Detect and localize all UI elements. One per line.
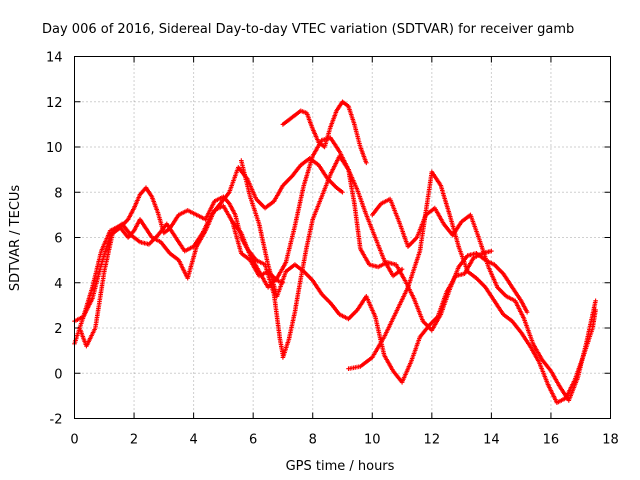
data-points xyxy=(72,99,598,405)
x-tick-label: 0 xyxy=(70,433,78,448)
y-tick-label: 12 xyxy=(46,96,63,111)
y-tick-label: 0 xyxy=(54,367,62,382)
data-point xyxy=(364,160,369,166)
x-tick-label: 4 xyxy=(189,433,197,448)
chart-title: Day 006 of 2016, Sidereal Day-to-day VTE… xyxy=(42,22,574,37)
data-point xyxy=(593,298,598,304)
x-axis-label: GPS time / hours xyxy=(286,459,395,474)
series-trace-6 xyxy=(280,99,369,166)
x-tick-label: 10 xyxy=(364,433,381,448)
axis-tick-labels: 0 2 4 6 8 10 12 14 16 18 -2 0 2 4 6 8 10 12 14 xyxy=(46,51,619,448)
x-tick-label: 2 xyxy=(130,433,138,448)
x-tick-label: 16 xyxy=(543,433,560,448)
y-tick-label: 4 xyxy=(54,277,62,292)
y-tick-label: 8 xyxy=(54,186,62,201)
y-tick-label: -2 xyxy=(50,413,63,428)
series-trace-8 xyxy=(346,169,598,405)
y-tick-label: 10 xyxy=(46,141,63,156)
series-trace-7 xyxy=(280,153,530,360)
x-tick-label: 18 xyxy=(602,433,619,448)
x-tick-label: 6 xyxy=(249,433,257,448)
data-point xyxy=(489,248,494,254)
y-tick-label: 2 xyxy=(54,322,62,337)
series-trace-9 xyxy=(370,196,598,403)
x-tick-label: 14 xyxy=(483,433,500,448)
data-point xyxy=(524,309,530,315)
data-point xyxy=(340,189,345,195)
y-tick-label: 14 xyxy=(46,51,63,66)
x-tick-label: 12 xyxy=(424,433,441,448)
y-axis-label: SDTVAR / TECUs xyxy=(8,185,23,292)
x-tick-label: 8 xyxy=(309,433,317,448)
y-tick-label: 6 xyxy=(54,232,62,247)
plot-frame xyxy=(74,56,611,419)
grid xyxy=(74,56,611,419)
series-trace-5 xyxy=(239,158,494,385)
